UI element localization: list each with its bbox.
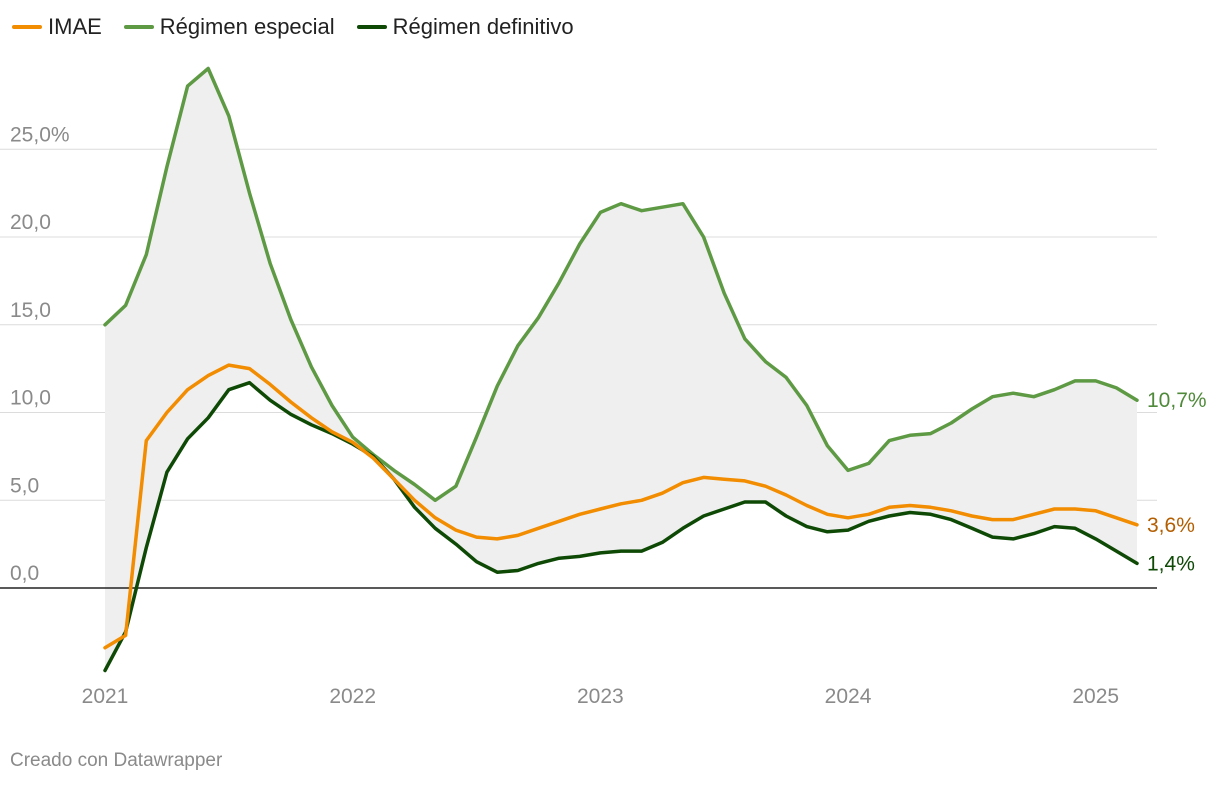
y-tick-label-20: 20,0 [10, 211, 51, 234]
legend-item-regimen-especial[interactable]: Régimen especial [123, 14, 335, 40]
x-tick-label-2021: 2021 [82, 685, 129, 708]
legend-swatch-regimen-especial [123, 25, 154, 29]
y-tick-label-0: 0,0 [10, 562, 39, 585]
legend-label-regimen-especial: Régimen especial [159, 14, 335, 39]
end-label-imae: 3,6% [1147, 514, 1195, 537]
series-line-imae [103, 363, 1139, 650]
x-tick-label-2023: 2023 [577, 685, 624, 708]
x-tick-label-2025: 2025 [1072, 685, 1119, 708]
end-labels: 3,6% 10,7% 1,4% [1147, 389, 1207, 575]
legend-label-imae: IMAE [48, 14, 102, 39]
legend-swatch-imae [12, 25, 42, 29]
shaded-band [105, 68, 1137, 671]
y-axis-ticks: 0,0 5,0 10,0 15,0 20,0 25,0% [10, 123, 70, 585]
x-tick-label-2022: 2022 [329, 685, 376, 708]
y-tick-label-10: 10,0 [10, 387, 51, 410]
end-label-regimen-especial: 10,7% [1147, 389, 1207, 412]
y-tick-label-15: 15,0 [10, 299, 51, 322]
legend-item-regimen-definitivo[interactable]: Régimen definitivo [356, 14, 574, 40]
series-line-regimen-definitivo [103, 380, 1139, 673]
series-line-regimen-especial [103, 66, 1139, 503]
y-tick-label-5: 5,0 [10, 474, 39, 497]
y-tick-label-25: 25,0% [10, 123, 70, 146]
legend-label-regimen-definitivo: Régimen definitivo [392, 14, 574, 39]
legend-item-imae[interactable]: IMAE [12, 14, 102, 40]
series-lines [103, 66, 1139, 673]
legend-swatch-regimen-definitivo [356, 25, 387, 29]
x-axis-ticks: 2021 2022 2023 2024 2025 [82, 685, 1119, 708]
legend: IMAE Régimen especial Régimen definitivo [12, 14, 574, 40]
band-area [105, 68, 1137, 671]
credit-text: Creado con Datawrapper [10, 750, 223, 771]
end-label-regimen-definitivo: 1,4% [1147, 552, 1195, 575]
x-tick-label-2024: 2024 [825, 685, 872, 708]
